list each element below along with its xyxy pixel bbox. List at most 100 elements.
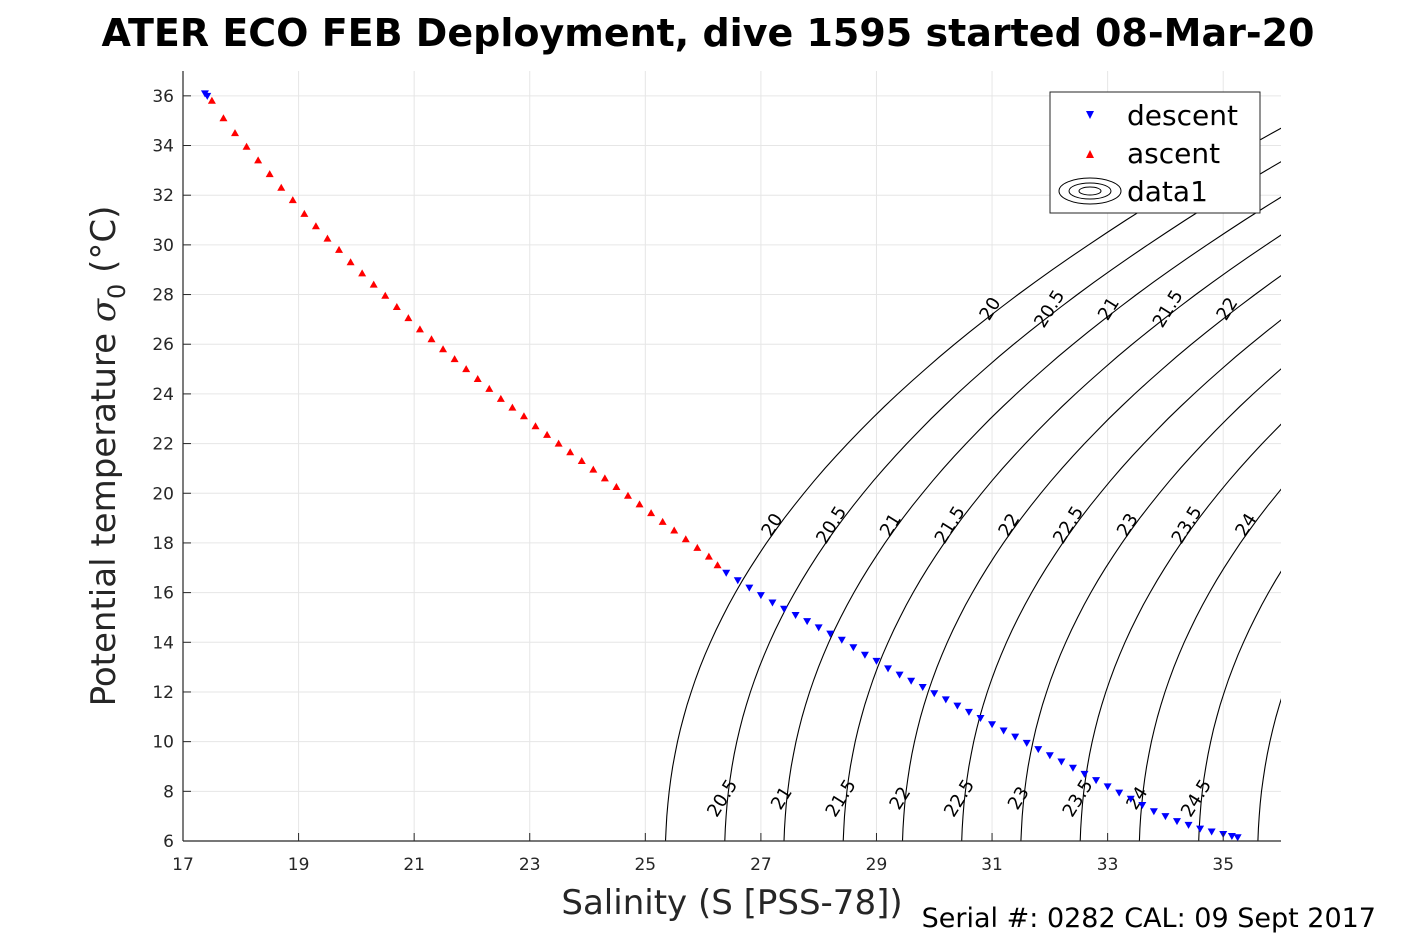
contour-line: [901, 275, 1281, 841]
contour-line: [1376, 71, 1417, 841]
descent-point: [791, 611, 800, 619]
descent-point: [941, 696, 950, 704]
y-axis-label: Potential temperature σ0 (°C): [84, 206, 131, 707]
descent-point: [1172, 818, 1181, 826]
ascent-point: [658, 517, 667, 525]
descent-point: [203, 92, 212, 100]
y-tick-label: 14: [152, 633, 174, 653]
y-axis-label-symbol: σ: [84, 298, 124, 322]
ascent-point: [577, 456, 586, 464]
contour-line: [842, 234, 1281, 841]
descent-point: [999, 727, 1008, 735]
ascent-point: [543, 430, 552, 438]
x-tick-label: 27: [750, 855, 772, 875]
descent-point: [872, 657, 881, 665]
ascent-point: [600, 474, 609, 482]
x-tick-label: 35: [1212, 855, 1234, 875]
x-axis-label: Salinity (S [PSS-78]): [561, 883, 902, 923]
serial-cal-text: Serial #: 0282 CAL: 09 Sept 2017: [922, 903, 1376, 934]
data-points: [200, 90, 1242, 841]
descent-point: [1103, 783, 1112, 791]
ascent-point: [369, 280, 378, 288]
y-tick-label: 8: [163, 782, 174, 802]
ascent-point: [323, 234, 332, 242]
ascent-point: [404, 314, 413, 322]
ascent-point: [265, 170, 274, 178]
axes: [182, 71, 1281, 842]
x-tick-label: 29: [866, 855, 888, 875]
ascent-point: [381, 291, 390, 299]
ascent-point: [311, 222, 320, 230]
ascent-point: [427, 335, 436, 343]
ascent-point: [242, 142, 251, 150]
y-tick-label: 34: [152, 137, 174, 157]
x-tick-label: 31: [981, 855, 1003, 875]
ascent-point: [681, 535, 690, 543]
descent-point: [1161, 813, 1170, 821]
descent-point: [1057, 758, 1066, 766]
contour-line: [1317, 71, 1417, 841]
legend-descent-label: descent: [1127, 99, 1238, 132]
y-tick-label: 30: [152, 236, 174, 256]
y-tick-label: 26: [152, 335, 174, 355]
descent-point: [1184, 821, 1193, 829]
contour-line: [1020, 368, 1281, 841]
ascent-point: [554, 439, 563, 447]
contour-line: [783, 196, 1281, 841]
descent-point: [976, 715, 985, 723]
legend-descent-marker: [1086, 111, 1094, 119]
y-tick-label: 22: [152, 435, 174, 455]
descent-point: [837, 636, 846, 644]
descent-point: [964, 708, 973, 716]
y-tick-label: 28: [152, 286, 174, 306]
y-axis-label-prefix: Potential temperature: [84, 322, 124, 706]
ascent-point: [300, 209, 309, 217]
descent-point: [780, 605, 789, 613]
ascent-point: [670, 526, 679, 534]
ascent-point: [415, 325, 424, 333]
ascent-point: [713, 561, 722, 569]
descent-point: [1034, 746, 1043, 754]
ascent-point: [473, 375, 482, 382]
legend-ascent-label: ascent: [1127, 137, 1220, 170]
ascent-point: [496, 394, 505, 402]
descent-point: [884, 665, 893, 673]
ascent-point: [335, 245, 344, 253]
descent-point: [895, 671, 904, 679]
descent-point: [745, 584, 754, 592]
ascent-point: [635, 500, 644, 508]
y-axis-label-suffix: (°C): [84, 206, 124, 284]
descent-point: [1092, 777, 1101, 785]
ascent-point: [219, 114, 228, 122]
descent-point: [953, 702, 962, 710]
descent-point: [849, 644, 858, 652]
descent-point: [1149, 808, 1158, 816]
ascent-point: [288, 196, 297, 204]
ascent-point: [254, 156, 263, 164]
descent-point: [814, 624, 823, 632]
descent-point: [1080, 770, 1089, 778]
ascent-point: [508, 403, 517, 411]
ascent-point: [589, 465, 598, 473]
ascent-point: [462, 365, 471, 373]
descent-point: [860, 651, 869, 659]
x-tick-label: 23: [519, 855, 541, 875]
chart-title: ATER ECO FEB Deployment, dive 1595 start…: [101, 11, 1314, 55]
x-tick-labels: 17 19 21 23 25 27 29 31 33 35: [172, 855, 1234, 875]
y-axis-label-subscript: 0: [103, 284, 131, 299]
ascent-point: [566, 448, 575, 456]
ascent-point: [704, 552, 713, 560]
ascent-point: [623, 491, 632, 499]
legend: descent ascent data1: [1049, 91, 1261, 214]
ascent-point: [346, 258, 355, 266]
contour-line: [1198, 570, 1281, 841]
descent-point: [1045, 752, 1054, 760]
y-tick-label: 16: [152, 584, 174, 604]
density-contours: [664, 71, 1417, 841]
descent-point: [1011, 733, 1020, 741]
ascent-point: [612, 483, 621, 491]
descent-point: [907, 677, 916, 685]
descent-point: [1068, 764, 1077, 772]
contour-line: [1257, 698, 1281, 841]
